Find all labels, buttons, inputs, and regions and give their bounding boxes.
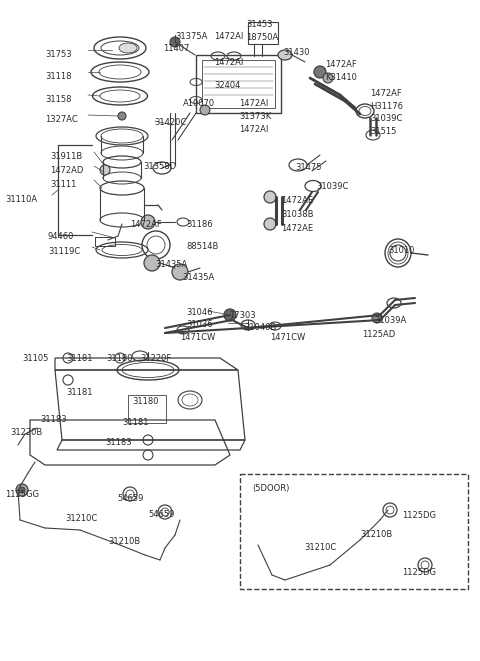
Ellipse shape bbox=[119, 43, 137, 53]
Text: 1472AE: 1472AE bbox=[281, 224, 313, 233]
Text: 11407: 11407 bbox=[163, 44, 190, 53]
Circle shape bbox=[144, 255, 160, 271]
Text: 31435A: 31435A bbox=[182, 273, 214, 282]
Text: 31039C: 31039C bbox=[316, 182, 348, 191]
Text: 31186: 31186 bbox=[186, 220, 213, 229]
Text: 31039C: 31039C bbox=[370, 114, 402, 123]
Text: 1125AD: 1125AD bbox=[362, 330, 395, 339]
Text: 31210B: 31210B bbox=[108, 537, 140, 546]
Text: 31180: 31180 bbox=[106, 354, 132, 363]
Text: 1471CW: 1471CW bbox=[270, 333, 305, 342]
Circle shape bbox=[264, 218, 276, 230]
Text: 31183: 31183 bbox=[40, 415, 67, 424]
Text: 31515: 31515 bbox=[370, 127, 396, 136]
Circle shape bbox=[264, 191, 276, 203]
Text: 1472AI: 1472AI bbox=[239, 99, 268, 108]
Circle shape bbox=[323, 73, 333, 83]
Text: 31453: 31453 bbox=[246, 20, 273, 29]
Text: 1125DG: 1125DG bbox=[402, 511, 436, 520]
Text: 31010: 31010 bbox=[388, 246, 414, 255]
Text: 31475: 31475 bbox=[295, 163, 322, 172]
Text: 31110A: 31110A bbox=[5, 195, 37, 204]
Text: 94460: 94460 bbox=[48, 232, 74, 241]
Text: 31220B: 31220B bbox=[10, 428, 42, 437]
Text: 31181: 31181 bbox=[122, 418, 148, 427]
Text: 31430: 31430 bbox=[283, 48, 310, 57]
Text: 88514B: 88514B bbox=[186, 242, 218, 251]
Text: 31210C: 31210C bbox=[304, 543, 336, 552]
Text: 31358D: 31358D bbox=[143, 162, 176, 171]
Text: 1472AF: 1472AF bbox=[325, 60, 357, 69]
Circle shape bbox=[372, 313, 382, 323]
Text: 1125GG: 1125GG bbox=[5, 490, 39, 499]
Text: 1472AD: 1472AD bbox=[50, 166, 84, 175]
Text: K31410: K31410 bbox=[325, 73, 357, 82]
Bar bbox=[196, 55, 281, 113]
Circle shape bbox=[141, 215, 155, 229]
Text: 31040B: 31040B bbox=[244, 323, 276, 332]
Text: 31210C: 31210C bbox=[65, 514, 97, 523]
Text: 1472AI: 1472AI bbox=[214, 58, 243, 67]
Circle shape bbox=[100, 165, 110, 175]
Text: 54659: 54659 bbox=[117, 494, 144, 503]
Text: 31039A: 31039A bbox=[374, 316, 406, 325]
Text: A10070: A10070 bbox=[183, 99, 215, 108]
Text: 31118: 31118 bbox=[45, 72, 72, 81]
Text: 1125DG: 1125DG bbox=[402, 568, 436, 577]
Text: 54659: 54659 bbox=[148, 510, 174, 519]
Text: (5DOOR): (5DOOR) bbox=[252, 484, 289, 493]
Text: 18750A: 18750A bbox=[246, 33, 278, 42]
Text: 1472AF: 1472AF bbox=[130, 220, 162, 229]
Text: 31435A: 31435A bbox=[155, 260, 187, 269]
Text: 31046: 31046 bbox=[186, 308, 213, 317]
Text: 31038B: 31038B bbox=[281, 210, 313, 219]
Bar bbox=[248, 22, 278, 44]
Text: 17303: 17303 bbox=[229, 311, 256, 320]
Text: 31180: 31180 bbox=[132, 397, 158, 406]
Ellipse shape bbox=[278, 50, 292, 60]
Circle shape bbox=[200, 105, 210, 115]
Text: 31181: 31181 bbox=[66, 388, 93, 397]
Text: 31753: 31753 bbox=[45, 50, 72, 59]
Text: 31111: 31111 bbox=[50, 180, 76, 189]
Circle shape bbox=[172, 264, 188, 280]
Circle shape bbox=[170, 37, 180, 47]
Text: 1472AI: 1472AI bbox=[214, 32, 243, 41]
Text: 1472AE: 1472AE bbox=[281, 196, 313, 205]
Bar bbox=[95, 237, 115, 246]
Text: 31119C: 31119C bbox=[48, 247, 80, 256]
Circle shape bbox=[19, 487, 25, 493]
Bar bbox=[240, 474, 468, 589]
Text: 31220F: 31220F bbox=[140, 354, 171, 363]
Text: 31420C: 31420C bbox=[154, 118, 186, 127]
Text: 1472AF: 1472AF bbox=[370, 89, 402, 98]
Text: 1327AC: 1327AC bbox=[45, 115, 78, 124]
Text: 31373K: 31373K bbox=[239, 112, 271, 121]
Text: 31158: 31158 bbox=[45, 95, 72, 104]
Bar bbox=[128, 395, 166, 423]
Text: 1471CW: 1471CW bbox=[180, 333, 215, 342]
Circle shape bbox=[118, 112, 126, 120]
Text: 1472AI: 1472AI bbox=[239, 125, 268, 134]
Text: 31036: 31036 bbox=[186, 320, 213, 329]
Circle shape bbox=[224, 309, 236, 321]
Text: 31183: 31183 bbox=[105, 438, 132, 447]
Text: 31181: 31181 bbox=[66, 354, 93, 363]
Bar bbox=[202, 60, 275, 108]
Text: 31105: 31105 bbox=[22, 354, 48, 363]
Circle shape bbox=[314, 66, 326, 78]
Text: 31911B: 31911B bbox=[50, 152, 82, 161]
Text: 31375A: 31375A bbox=[175, 32, 207, 41]
Text: 32404: 32404 bbox=[214, 81, 240, 90]
Text: 31210B: 31210B bbox=[360, 530, 392, 539]
Text: H31176: H31176 bbox=[370, 102, 403, 111]
Circle shape bbox=[16, 484, 28, 496]
